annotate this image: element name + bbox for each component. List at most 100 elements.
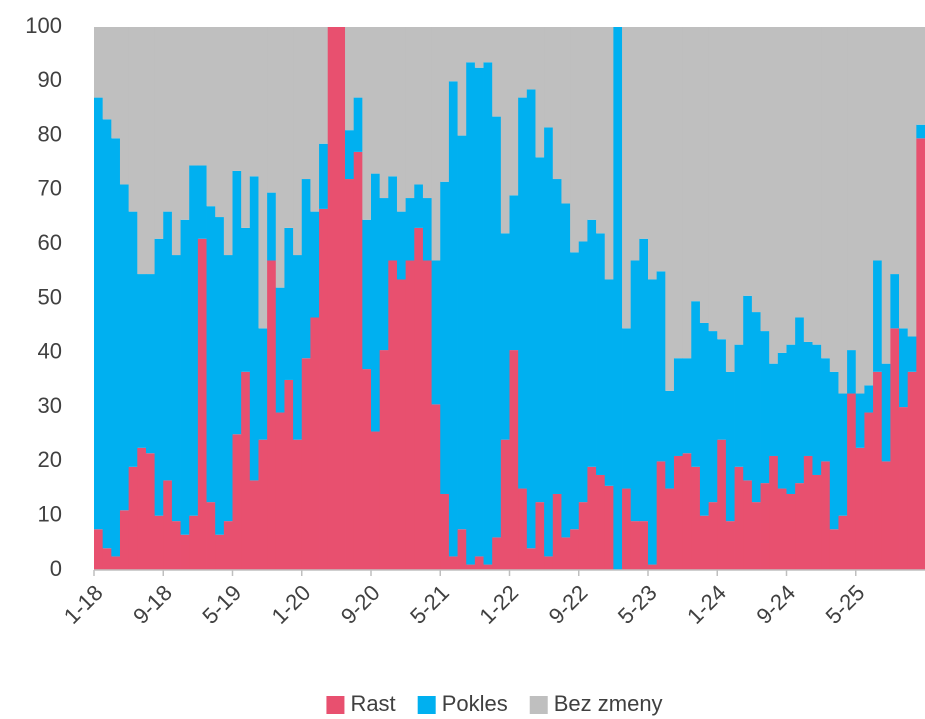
bar-segment [241,227,251,372]
x-tick-label: 5-25 [821,580,870,629]
bar-segment [725,371,735,522]
bar-segment [578,502,588,570]
bar-segment [379,27,389,199]
bar-segment [414,184,424,228]
bar-segment [128,466,138,570]
x-tick-label: 9-22 [544,580,593,629]
bar-segment [717,339,727,440]
bar-segment [189,165,199,516]
bar-segment [907,336,917,372]
bar-segment [137,274,147,448]
bar-segment [189,27,199,166]
bar-segment [578,241,588,503]
bar-segment [604,27,614,280]
bar-segment [708,27,718,332]
bar-segment [215,217,225,535]
y-tick-label: 0 [50,556,62,581]
bar-segment [197,238,207,570]
bar-segment [769,455,779,570]
bar-segment [622,27,632,329]
bar-segment [682,453,692,570]
bar-segment [587,466,597,570]
bar-segment [111,27,121,139]
bar-segment [596,474,606,570]
bar-segment [821,461,831,570]
bar-segment [249,480,259,570]
bar-segment [838,515,848,570]
bar-segment [249,176,259,481]
bar-segment [777,27,787,353]
y-tick-label: 40 [38,339,62,364]
bar-segment [284,227,294,380]
y-tick-label: 90 [38,67,62,92]
bar-segment [881,461,891,570]
bar-segment [232,27,242,171]
x-tick-label: 9-18 [128,580,177,629]
legend-label: Rast [350,691,395,716]
bar-segment [206,206,216,503]
bar-segment [379,198,389,351]
bar-segment [258,328,268,440]
bar-segment [301,27,311,180]
bar-segment [500,27,510,234]
bar-segment [206,27,216,207]
bar-segment [267,27,277,193]
bar-segment [301,179,311,359]
bar-segment [777,352,787,489]
bar-segment [145,27,155,275]
bar-segment [492,116,502,538]
bar-segment [509,195,519,351]
bar-segment [596,27,606,234]
bar-segment [431,27,441,261]
bar-segment [544,127,554,557]
bar-segment [890,27,900,275]
bar-segment [163,211,173,481]
bar-segment [336,27,346,570]
bar-segment [656,27,666,272]
bar-segment [94,27,104,98]
bar-segment [431,404,441,570]
bar-segment [665,27,675,391]
bar-segment [699,515,709,570]
bar-segment [795,317,805,484]
bar-segment [215,27,225,218]
bar-segment [319,143,329,209]
bar-segment [535,502,545,570]
bar-segment [708,331,718,503]
bar-segment [284,379,294,570]
y-tick-label: 80 [38,121,62,146]
bar-segment [414,227,424,570]
bar-segment [777,488,787,570]
bar-segment [405,260,415,570]
bar-segment [119,27,130,185]
y-tick-label: 100 [25,13,62,38]
bar-segment [293,255,303,440]
bar-segment [691,466,701,570]
bar-segment [509,350,519,570]
bar-segment [682,27,692,359]
bar-segment [812,344,822,475]
bar-segment [561,203,571,538]
bar-segment [743,27,753,296]
x-tick-label: 9-24 [751,580,800,629]
bar-segment [734,27,744,345]
bar-segment [293,439,303,570]
bar-segment [561,27,571,204]
bar-segment [223,521,233,570]
bar-segment [552,179,562,494]
bar-segment [803,27,813,342]
bar-segment [474,67,484,557]
bar-segment [639,27,649,239]
bar-segment [440,27,450,182]
bar-segment [457,27,467,136]
bar-segment [371,431,381,570]
bar-segment [267,192,277,261]
bar-segment [907,371,917,570]
bar-segment [440,493,450,570]
bar-segment [535,157,545,503]
bar-segment [873,371,883,570]
bar-segment [899,328,909,408]
bar-segment [526,89,536,549]
bar-segment [578,27,588,242]
bar-segment [847,27,857,351]
